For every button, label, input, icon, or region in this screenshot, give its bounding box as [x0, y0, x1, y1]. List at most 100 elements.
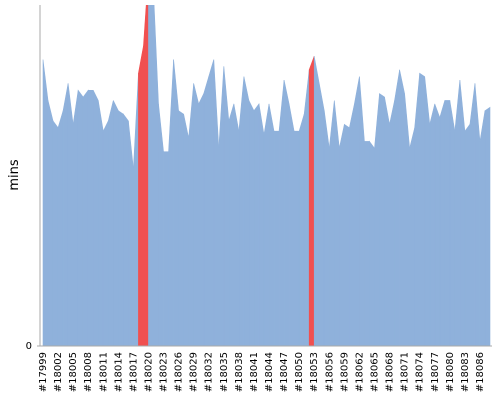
area-segment — [293, 130, 300, 346]
x-tick-label: #18083 — [460, 352, 471, 392]
area-segment — [459, 79, 466, 346]
x-tick-label: #18062 — [354, 352, 365, 392]
x-tick-label: #18074 — [415, 352, 426, 392]
x-tick-label: #18053 — [309, 352, 320, 392]
area-segment — [213, 59, 220, 346]
area-segment — [133, 73, 139, 346]
area-segment — [248, 100, 255, 346]
area-segment — [308, 56, 315, 346]
x-tick-label: #18035 — [219, 352, 230, 392]
area-segment — [334, 100, 340, 346]
x-tick-label: #18071 — [400, 352, 411, 392]
area-segment — [72, 90, 79, 346]
x-tick-label: #18038 — [234, 352, 245, 392]
area-segment — [118, 110, 124, 346]
area-segment — [188, 83, 194, 346]
x-tick-label: #18020 — [143, 352, 154, 392]
area-segment — [238, 76, 245, 346]
area-segment — [323, 110, 330, 346]
area-segment — [168, 59, 174, 346]
area-segment — [102, 120, 109, 346]
x-tick-label: #18047 — [279, 352, 290, 392]
area-segment — [138, 45, 144, 346]
area-segment — [278, 79, 285, 346]
x-tick-label: #18023 — [159, 352, 170, 392]
area-segment — [228, 103, 235, 346]
area-segment — [399, 69, 405, 346]
area-segment — [404, 93, 410, 346]
x-tick-label: #18026 — [174, 352, 185, 392]
area-segment — [328, 100, 335, 346]
area-segment — [243, 76, 250, 346]
area-segment — [449, 100, 456, 346]
area-segment — [464, 123, 471, 346]
x-tick-label: #18080 — [445, 352, 456, 392]
area-segment — [143, 5, 149, 346]
area-segment — [354, 76, 360, 346]
x-tick-label: #18065 — [369, 352, 380, 392]
plot-area — [42, 5, 491, 346]
area-segment — [153, 5, 159, 346]
area-segment — [474, 83, 481, 346]
area-segment — [359, 76, 365, 346]
area-segment — [158, 103, 164, 346]
area-segment — [469, 83, 476, 346]
area-segment — [369, 140, 375, 346]
x-tick-label: #18050 — [294, 352, 305, 392]
area-segment — [313, 56, 320, 346]
area-segment — [439, 100, 446, 346]
area-segment — [62, 83, 69, 346]
area-segment — [268, 103, 275, 346]
area-segment — [479, 110, 486, 346]
area-segment — [303, 69, 310, 346]
area-segment — [203, 76, 210, 346]
x-tick-label: #18068 — [385, 352, 396, 392]
area-segment — [339, 124, 345, 346]
x-tick-label: #18029 — [189, 352, 200, 392]
area-segment — [92, 90, 99, 346]
area-segment — [57, 110, 64, 346]
area-segment — [193, 83, 199, 346]
area-segment — [484, 106, 491, 346]
area-segment — [434, 103, 441, 346]
area-segment — [183, 114, 189, 346]
area-segment — [123, 113, 129, 346]
area-segment — [77, 89, 84, 346]
x-tick-label: #18008 — [83, 352, 94, 392]
area-segment — [87, 89, 94, 346]
area-segment — [47, 100, 54, 346]
area-segment — [163, 151, 169, 346]
x-tick-label: #18044 — [264, 352, 275, 392]
area-segment — [384, 97, 390, 346]
x-tick-label: #18011 — [98, 352, 109, 392]
x-tick-label: #18002 — [53, 352, 64, 392]
area-segment — [148, 5, 154, 346]
area-segment — [283, 79, 290, 346]
x-tick-label: #18041 — [249, 352, 260, 392]
x-tick-label: #18014 — [113, 352, 124, 392]
x-tick-label: #18017 — [128, 352, 139, 392]
area-segment — [454, 79, 461, 346]
area-segment — [424, 76, 431, 346]
area-segment — [52, 120, 59, 346]
area-segment — [429, 103, 436, 346]
x-tick-label: #18077 — [430, 352, 441, 392]
area-segment — [42, 59, 49, 346]
area-segment — [223, 66, 230, 346]
area-segment — [198, 93, 205, 346]
area-segment — [288, 103, 295, 346]
area-segment — [273, 130, 280, 346]
area-segment — [344, 123, 350, 346]
area-segment — [414, 73, 420, 346]
area-segment — [409, 127, 415, 346]
area-segment — [349, 103, 355, 346]
y-axis-label: mins — [7, 159, 22, 191]
area-segment — [82, 89, 89, 346]
area-segment — [394, 69, 400, 346]
area-segment — [258, 103, 265, 346]
area-segment — [419, 72, 426, 346]
area-segment — [233, 103, 240, 346]
area-segment — [218, 66, 225, 346]
area-segment — [107, 100, 114, 346]
